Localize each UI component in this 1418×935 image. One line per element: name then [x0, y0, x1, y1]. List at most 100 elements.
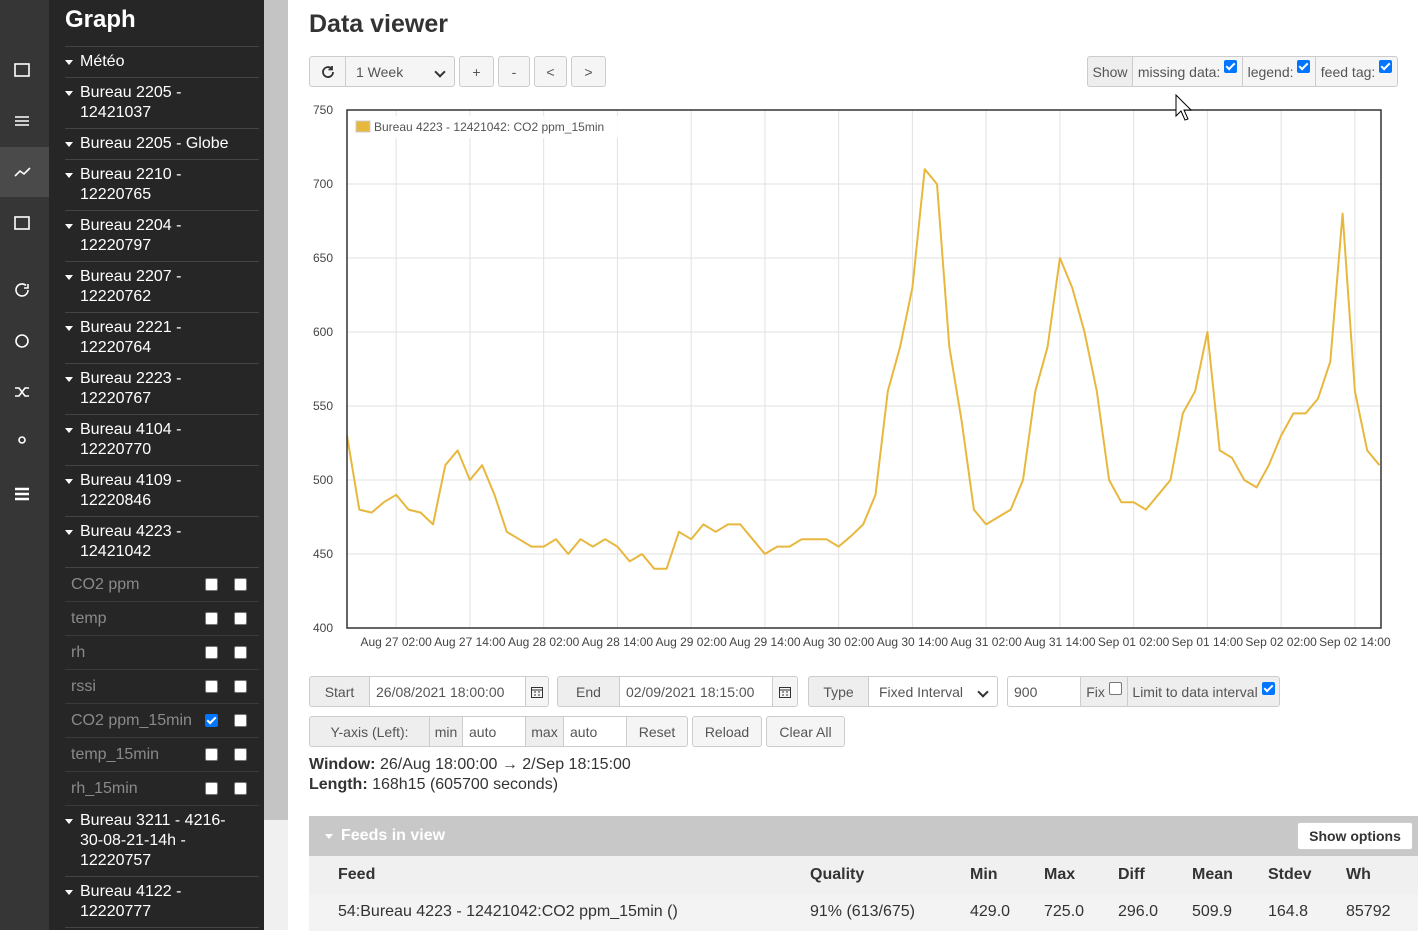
calendar-icon — [531, 686, 543, 698]
checkbox[interactable] — [205, 612, 218, 625]
missing-data-option[interactable]: missing data: — [1132, 56, 1243, 87]
checkbox[interactable] — [1108, 682, 1122, 695]
icon-user[interactable] — [18, 436, 26, 444]
zoom-in-button[interactable]: + — [459, 56, 494, 87]
checkbox[interactable] — [1224, 60, 1238, 73]
checkbox[interactable] — [234, 680, 247, 693]
sidebar-group[interactable]: Bureau 2205 - 12421037 — [65, 78, 259, 129]
y-tick-label: 550 — [313, 399, 333, 413]
start-input[interactable]: 26/08/2021 18:00:00 — [369, 676, 526, 707]
sidebar-group[interactable]: Bureau 2204 - 12220797 — [65, 211, 259, 262]
type-value: Fixed Interval — [879, 683, 964, 700]
y-tick-label: 450 — [313, 547, 333, 561]
fix-label: Fix — [1086, 683, 1105, 700]
icon-login[interactable] — [14, 63, 30, 77]
table-cell: 164.8 — [1268, 903, 1309, 920]
fix-option[interactable]: Fix — [1080, 676, 1128, 707]
sidebar-group[interactable]: Bureau 3211 - 4216-30-08-21-14h - 122207… — [65, 806, 259, 877]
icon-shuffle[interactable] — [15, 387, 29, 397]
legend-option[interactable]: legend: — [1242, 56, 1316, 87]
start-label: Start — [309, 676, 370, 707]
table-cell: 54:Bureau 4223 - 12421042:CO2 ppm_15min … — [338, 903, 678, 920]
caret — [65, 173, 73, 178]
feeds-title: Feeds in view — [341, 827, 446, 844]
checkbox[interactable] — [234, 714, 247, 727]
sidebar-group[interactable]: Bureau 2207 - 12220762 — [65, 262, 259, 313]
icon-dashboard[interactable] — [14, 216, 30, 230]
interval-input[interactable]: 900 — [1007, 676, 1081, 707]
feed-tag-option[interactable]: feed tag: — [1315, 56, 1398, 87]
checkbox[interactable] — [205, 646, 218, 659]
sidebar-group[interactable]: Bureau 4104 - 12220770 — [65, 415, 259, 466]
pan-left-button[interactable]: < — [534, 56, 567, 87]
limit-option[interactable]: Limit to data interval — [1127, 676, 1280, 707]
checkbox[interactable] — [205, 748, 218, 761]
length-label: Length: — [309, 776, 368, 793]
show-options-button[interactable]: Show options — [1297, 822, 1413, 850]
icons — [0, 63, 49, 501]
sidebar-group[interactable]: Bureau 2221 - 12220764 — [65, 313, 259, 364]
checkbox[interactable] — [234, 612, 247, 625]
reset-button[interactable]: Reset — [626, 716, 688, 747]
icon-list[interactable] — [15, 116, 29, 126]
checkbox[interactable] — [234, 578, 247, 591]
icon-graph[interactable] — [14, 167, 31, 177]
x-tick-label: Aug 27 02:00 — [360, 635, 432, 649]
y-tick-label: 500 — [313, 473, 333, 487]
pan-right-button[interactable]: > — [571, 56, 606, 87]
type-label: Type — [808, 676, 869, 707]
checkbox[interactable] — [1297, 60, 1311, 73]
group-label: Bureau 2223 - 12220767 — [80, 370, 182, 407]
checkbox[interactable] — [205, 680, 218, 693]
end-calendar[interactable] — [772, 676, 798, 707]
type-select[interactable]: Fixed Interval — [868, 676, 998, 707]
reload-button[interactable]: Reload — [692, 716, 762, 747]
icon-sync[interactable] — [15, 283, 29, 297]
caret — [65, 819, 73, 824]
checkbox[interactable] — [1261, 682, 1275, 695]
checkbox[interactable] — [234, 748, 247, 761]
max-input[interactable]: auto — [563, 716, 627, 747]
zoom-out-button[interactable]: - — [498, 56, 530, 87]
interval-select[interactable]: 1 Week — [345, 56, 455, 87]
sidebar-group[interactable]: Bureau 4122 - 12220777 — [65, 877, 259, 928]
column-header: Mean — [1192, 866, 1233, 883]
checkbox[interactable] — [205, 714, 218, 727]
sidebar-group[interactable]: Bureau 4223 - 12421042 — [65, 517, 259, 568]
sidebar-title: Graph — [65, 0, 259, 47]
x-tick-label: Aug 31 14:00 — [1024, 635, 1096, 649]
caret — [65, 530, 73, 535]
feeds-header[interactable]: Feeds in view Show options — [309, 816, 1418, 856]
checkbox[interactable] — [234, 646, 247, 659]
sidebar-feed: CO2 ppm — [65, 568, 259, 602]
x-tick-label: Aug 29 14:00 — [729, 635, 801, 649]
column-header: Diff — [1118, 866, 1145, 883]
scrollbar-thumb[interactable] — [264, 0, 288, 820]
sidebar-group[interactable]: Bureau 4109 - 12220846 — [65, 466, 259, 517]
x-tick-label: Aug 30 14:00 — [877, 635, 949, 649]
sidebar-group[interactable]: Bureau 2210 - 12220765 — [65, 160, 259, 211]
end-input[interactable]: 02/09/2021 18:15:00 — [619, 676, 773, 707]
table-cell: 509.9 — [1192, 903, 1233, 920]
checkbox[interactable] — [205, 782, 218, 795]
clear-all-button[interactable]: Clear All — [766, 716, 845, 747]
caret — [65, 479, 73, 484]
legend-label: Bureau 4223 - 12421042: CO2 ppm_15min — [374, 120, 604, 134]
refresh-button[interactable] — [309, 56, 346, 87]
sidebar-group[interactable]: Météo — [65, 47, 259, 78]
table-cell: 91% (613/675) — [810, 903, 915, 920]
window-label: Window: — [309, 756, 376, 773]
checkbox[interactable] — [234, 782, 247, 795]
table-cell: 296.0 — [1118, 903, 1159, 920]
start-calendar[interactable] — [525, 676, 549, 707]
sidebar-group[interactable]: Bureau 2223 - 12220767 — [65, 364, 259, 415]
sidebar-feed: rh — [65, 636, 259, 670]
checkbox[interactable] — [205, 578, 218, 591]
icon-admin[interactable] — [15, 487, 29, 501]
yaxis-label: Y-axis (Left): — [309, 716, 430, 747]
icon-clock[interactable] — [15, 334, 29, 348]
checkbox[interactable] — [1379, 60, 1393, 73]
sidebar-group[interactable]: Bureau 2205 - Globe — [65, 129, 259, 160]
min-input[interactable]: auto — [462, 716, 526, 747]
